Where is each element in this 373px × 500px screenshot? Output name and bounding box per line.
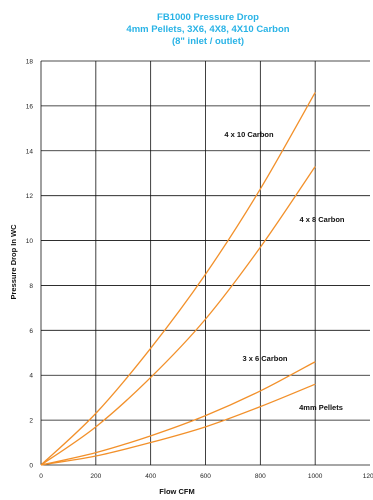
chart-title: FB1000 Pressure Drop 4mm Pellets, 3X6, 4… <box>126 12 289 47</box>
y-tick-label: 4 <box>29 373 33 380</box>
series-line-3-x-6-carbon <box>40 361 316 466</box>
series-label: 3 x 6 Carbon <box>242 354 287 363</box>
series-label: 4 x 8 Carbon <box>299 215 344 224</box>
series-labels: 4 x 10 Carbon 4 x 8 Carbon 3 x 6 Carbon 4mm… <box>224 130 345 412</box>
series-line-4-x-10-carbon <box>40 92 316 466</box>
y-tick-label: 8 <box>29 283 33 290</box>
y-tick-label: 10 <box>26 238 34 245</box>
chart-title-line-1: FB1000 Pressure Drop <box>157 12 259 23</box>
x-tick-label: 1000 <box>308 473 323 480</box>
series-label: 4 x 10 Carbon <box>224 130 274 139</box>
chart-title-line-3: (8" inlet / outlet) <box>172 36 244 47</box>
y-tick-label: 14 <box>26 148 34 155</box>
y-tick-label: 2 <box>29 418 33 425</box>
y-tick-label: 6 <box>29 328 33 335</box>
x-tick-label: 400 <box>145 473 156 480</box>
y-axis-label: Pressure Drop In WC <box>9 224 18 300</box>
x-axis-label: Flow CFM <box>159 487 194 496</box>
y-tick-label: 16 <box>26 103 34 110</box>
series <box>40 92 316 466</box>
series-line-4-x-8-carbon <box>40 166 316 466</box>
chart-title-line-2: 4mm Pellets, 3X6, 4X8, 4X10 Carbon <box>126 24 289 35</box>
x-tick-label: 800 <box>255 473 266 480</box>
grid <box>40 60 370 466</box>
series-line-4mm-pellets <box>40 383 316 466</box>
series-label: 4mm Pellets <box>299 403 343 412</box>
x-tick-label: 600 <box>200 473 211 480</box>
x-tick-label: 200 <box>90 473 101 480</box>
y-tick-label: 12 <box>26 193 34 200</box>
y-tick-label: 0 <box>29 463 33 470</box>
y-tick-label: 18 <box>26 59 34 66</box>
x-tick-label: 0 <box>39 473 43 480</box>
